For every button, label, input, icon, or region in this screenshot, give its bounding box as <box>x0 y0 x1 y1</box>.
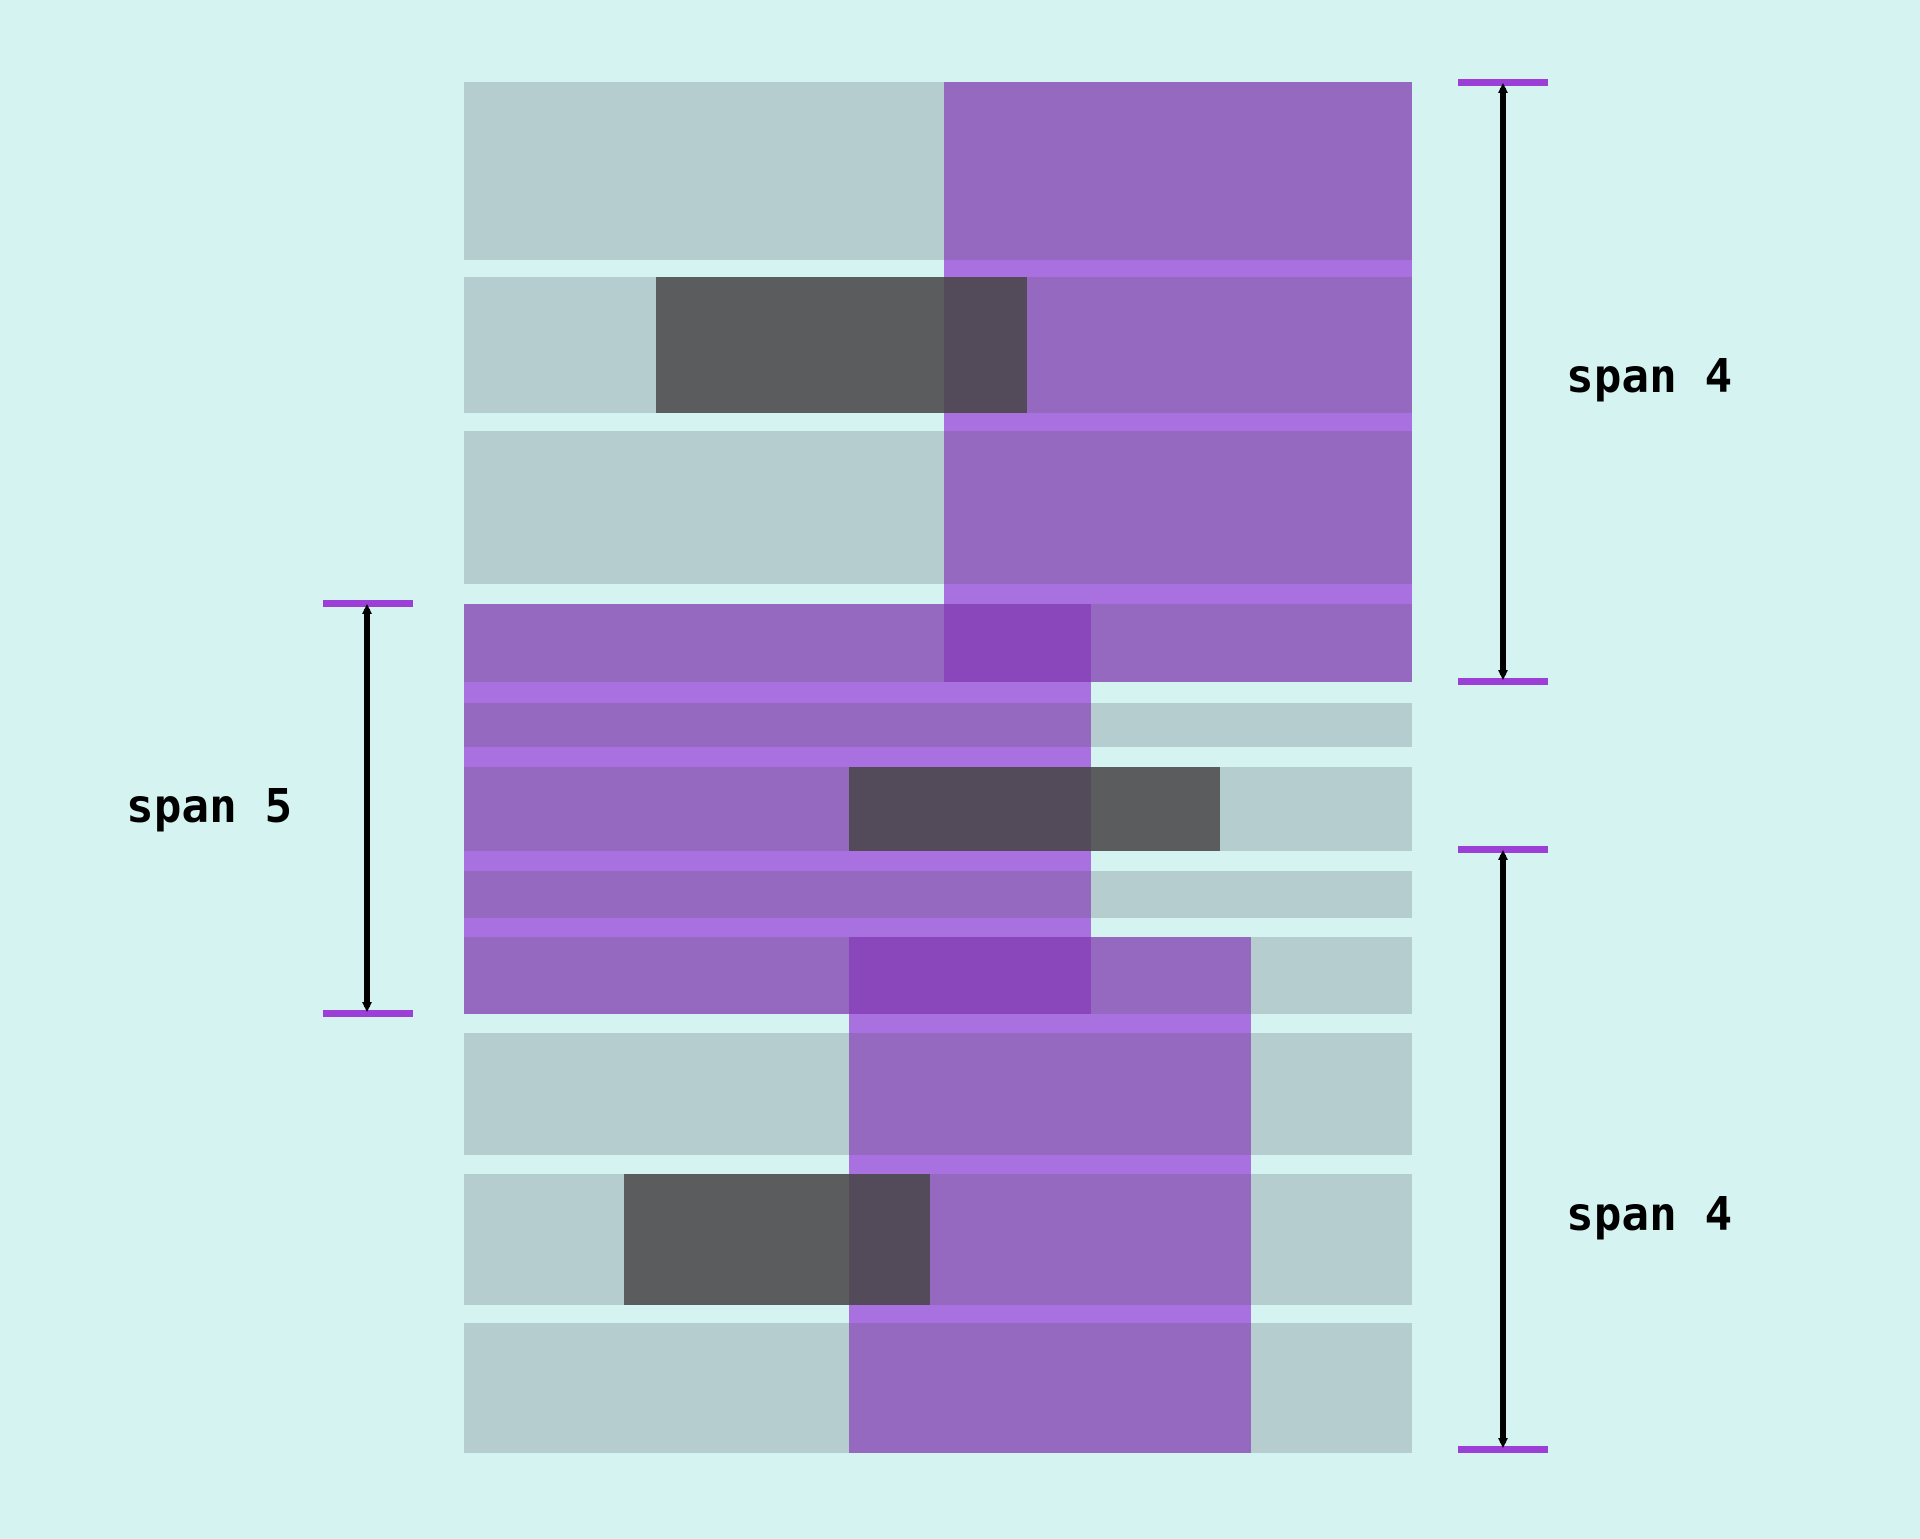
span-gap-band <box>849 1155 1251 1174</box>
marker-bottom <box>1458 1446 1548 1453</box>
span-gap-band <box>944 260 1412 277</box>
span-gap-band <box>849 1305 1251 1323</box>
span-indicator-top-right: span 4 <box>1458 79 1732 685</box>
span-gap-band <box>849 1014 1251 1033</box>
marker-top <box>1458 79 1548 86</box>
span-gap-band <box>464 747 1091 767</box>
span-gap-band <box>464 851 1091 871</box>
dark-item-2 <box>849 767 1220 851</box>
span-overlap <box>849 937 1091 1014</box>
marker-top <box>1458 846 1548 853</box>
span-indicator-bottom-right: span 4 <box>1458 846 1732 1453</box>
span-gap-band <box>464 682 1091 703</box>
dark-block-overlap <box>849 1174 930 1305</box>
dark-item-1 <box>656 277 1027 413</box>
span-label: span 4 <box>1566 1187 1732 1241</box>
marker-bottom <box>323 1010 413 1017</box>
span-label: span 4 <box>1566 349 1732 403</box>
span-gap-band <box>464 918 1091 937</box>
dark-block-overlap <box>849 767 1091 851</box>
span-overlap <box>944 604 1091 682</box>
span-gap-band <box>944 413 1412 431</box>
dark-block-overlap <box>944 277 1027 413</box>
marker-top <box>323 600 413 607</box>
dark-item-3 <box>624 1174 930 1305</box>
marker-bottom <box>1458 678 1548 685</box>
span-label: span 5 <box>126 779 292 833</box>
span-indicator-left: span 5 <box>126 600 413 1017</box>
span-gap-band <box>944 584 1412 604</box>
